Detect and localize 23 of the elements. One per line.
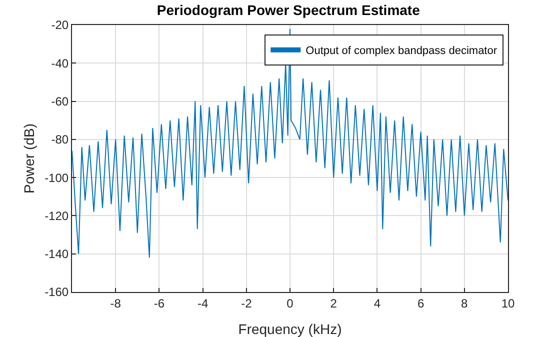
y-tick-label: -40	[51, 56, 69, 70]
x-tick-label: -8	[110, 296, 122, 310]
x-tick-label: 4	[374, 296, 381, 310]
legend-label: Output of complex bandpass decimator	[306, 45, 498, 58]
x-tick-label: -6	[154, 296, 165, 310]
y-tick-label: -80	[51, 132, 69, 147]
x-tick-label: 8	[461, 296, 468, 310]
y-tick-label: -60	[51, 94, 69, 108]
y-tick-label: -160	[44, 285, 69, 300]
x-tick-label: 6	[417, 296, 424, 310]
x-tick-label: 0	[286, 296, 294, 310]
y-tick-label: -100	[44, 170, 69, 185]
chart-title: Periodogram Power Spectrum Estimate	[156, 2, 420, 18]
y-tick-label: -120	[44, 208, 69, 223]
y-tick-label: -20	[51, 18, 69, 32]
x-tick-label: 2	[330, 296, 338, 310]
x-tick-label: -4	[197, 296, 208, 310]
y-tick-label: -140	[44, 247, 69, 262]
x-axis-title: Frequency (kHz)	[238, 321, 342, 337]
line-series	[72, 28, 508, 258]
x-tick-label: 10	[501, 296, 515, 310]
y-axis-title: Power (dB)	[21, 123, 37, 194]
x-tick-label: -2	[241, 296, 252, 310]
